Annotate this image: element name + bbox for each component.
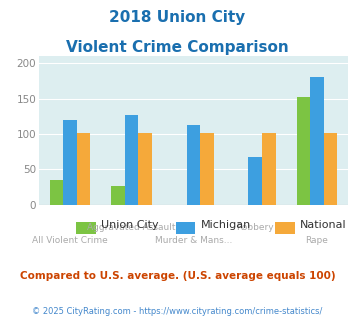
Bar <box>187 125 200 205</box>
Text: National: National <box>300 220 346 230</box>
Text: Union City: Union City <box>101 220 159 230</box>
Text: 2018 Union City: 2018 Union City <box>109 10 246 25</box>
Bar <box>77 133 90 205</box>
Bar <box>138 133 152 205</box>
Text: Compared to U.S. average. (U.S. average equals 100): Compared to U.S. average. (U.S. average … <box>20 271 335 280</box>
Bar <box>248 157 262 205</box>
Text: Robbery: Robbery <box>236 223 274 232</box>
Bar <box>125 115 138 205</box>
Bar <box>50 180 63 205</box>
Text: Rape: Rape <box>306 236 328 245</box>
Bar <box>324 133 337 205</box>
Text: Aggravated Assault: Aggravated Assault <box>87 223 176 232</box>
Bar <box>200 133 214 205</box>
Text: Michigan: Michigan <box>201 220 251 230</box>
Bar <box>63 120 77 205</box>
Text: All Violent Crime: All Violent Crime <box>32 236 108 245</box>
Text: Murder & Mans...: Murder & Mans... <box>155 236 232 245</box>
Text: Violent Crime Comparison: Violent Crime Comparison <box>66 40 289 54</box>
Text: © 2025 CityRating.com - https://www.cityrating.com/crime-statistics/: © 2025 CityRating.com - https://www.city… <box>32 307 323 316</box>
Bar <box>111 185 125 205</box>
Bar <box>297 97 310 205</box>
Bar <box>262 133 275 205</box>
Bar <box>310 77 324 205</box>
